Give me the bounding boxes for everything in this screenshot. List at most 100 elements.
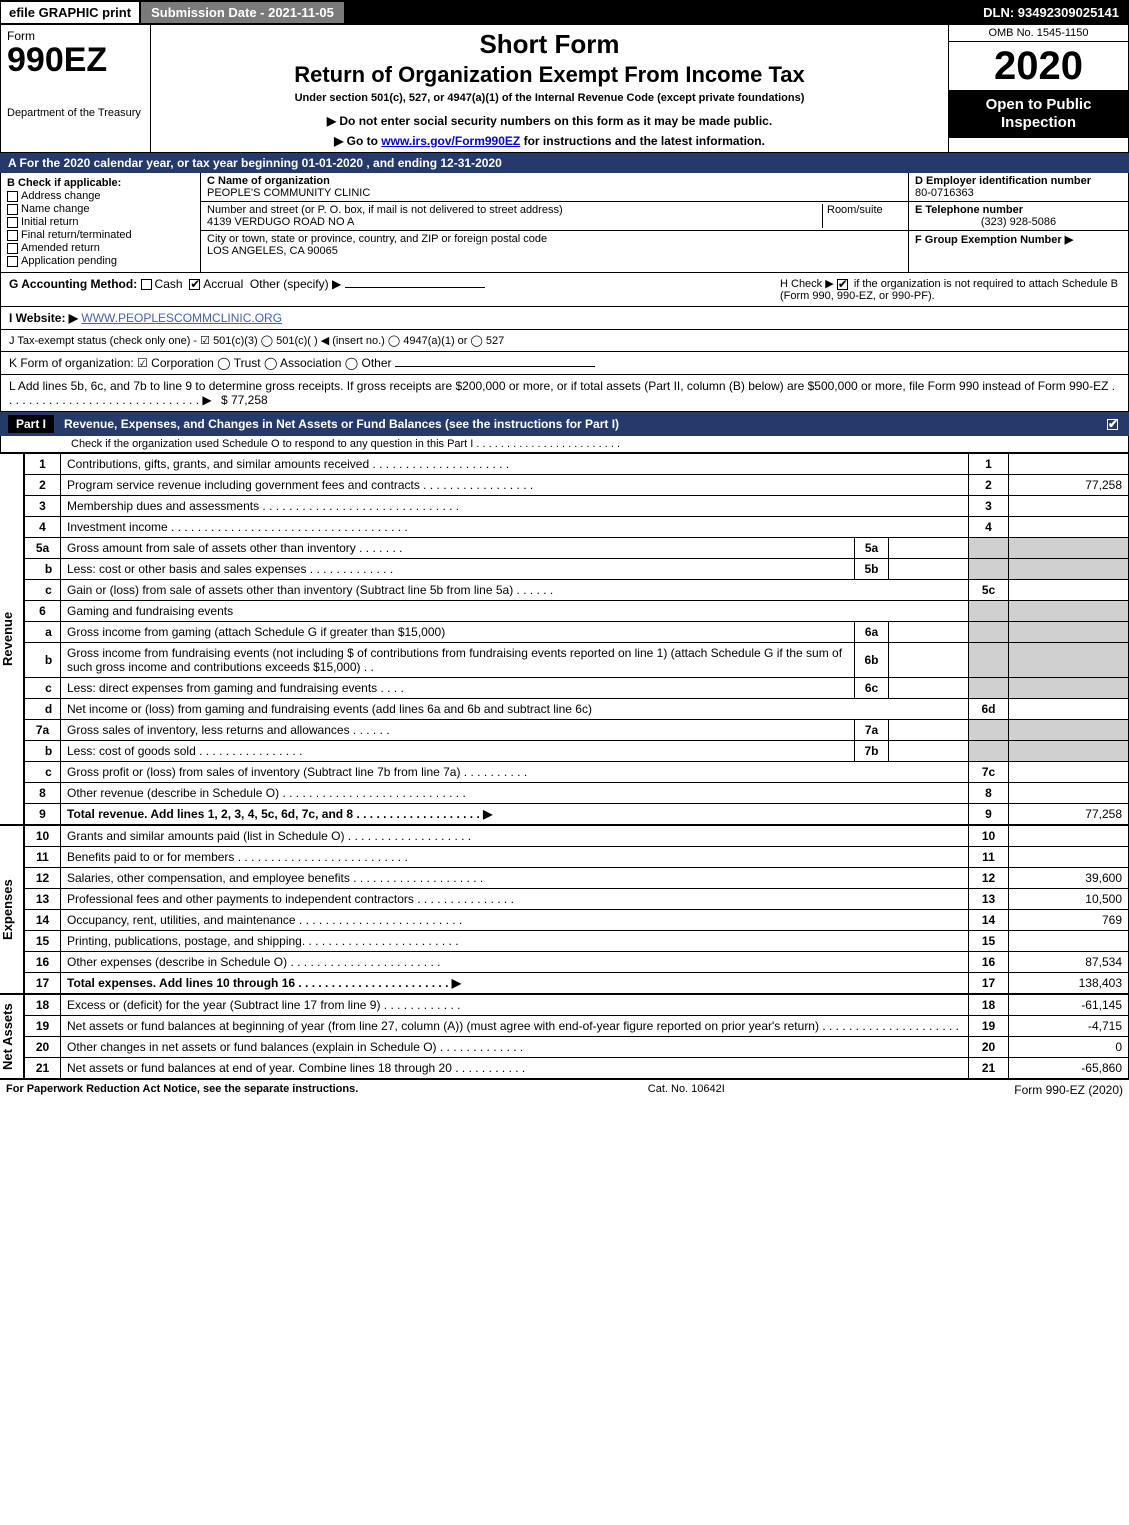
chk-amended-return[interactable]: Amended return <box>7 242 194 254</box>
line-1: 1Contributions, gifts, grants, and simil… <box>25 454 1129 475</box>
line-6: 6 Gaming and fundraising events <box>25 601 1129 622</box>
line-9: 9 Total revenue. Add lines 1, 2, 3, 4, 5… <box>25 804 1129 825</box>
line-6a: a Gross income from gaming (attach Sched… <box>25 622 1129 643</box>
website-link[interactable]: WWW.PEOPLESCOMMCLINIC.ORG <box>81 311 282 325</box>
efile-print-label[interactable]: efile GRAPHIC print <box>0 1 140 24</box>
page-footer: For Paperwork Reduction Act Notice, see … <box>0 1079 1129 1100</box>
line-4: 4Investment income . . . . . . . . . . .… <box>25 517 1129 538</box>
line-12: 12Salaries, other compensation, and empl… <box>25 868 1129 889</box>
goto-link-line: ▶ Go to www.irs.gov/Form990EZ for instru… <box>161 134 938 148</box>
revenue-side-label: Revenue <box>0 453 24 825</box>
form-header: Form 990EZ Department of the Treasury Sh… <box>0 24 1129 153</box>
line-13: 13Professional fees and other payments t… <box>25 889 1129 910</box>
footer-left: For Paperwork Reduction Act Notice, see … <box>6 1083 358 1097</box>
org-name: PEOPLE'S COMMUNITY CLINIC <box>207 187 902 199</box>
chk-accrual[interactable] <box>189 279 200 290</box>
dln: DLN: 93492309025141 <box>973 2 1129 23</box>
f-group: F Group Exemption Number ▶ <box>909 231 1128 248</box>
info-block: B Check if applicable: Address change Na… <box>0 173 1129 273</box>
line-20: 20Other changes in net assets or fund ba… <box>25 1037 1129 1058</box>
k-other-input[interactable] <box>395 366 595 367</box>
line-3: 3Membership dues and assessments . . . .… <box>25 496 1129 517</box>
expenses-section: Expenses 10Grants and similar amounts pa… <box>0 825 1129 994</box>
street-label: Number and street (or P. O. box, if mail… <box>207 204 822 216</box>
open-to-public: Open to Public Inspection <box>949 90 1128 138</box>
chk-application-pending[interactable]: Application pending <box>7 255 194 267</box>
line-7b: b Less: cost of goods sold . . . . . . .… <box>25 741 1129 762</box>
line-5c: c Gain or (loss) from sale of assets oth… <box>25 580 1129 601</box>
row-k-org: K Form of organization: ☑ Corporation ◯ … <box>0 352 1129 375</box>
header-right: OMB No. 1545-1150 2020 Open to Public In… <box>948 25 1128 152</box>
box-b: B Check if applicable: Address change Na… <box>1 173 201 272</box>
period-line-a: A For the 2020 calendar year, or tax yea… <box>0 153 1129 173</box>
line-18: 18Excess or (deficit) for the year (Subt… <box>25 995 1129 1016</box>
box-def: D Employer identification number 80-0716… <box>908 173 1128 272</box>
header-center: Short Form Return of Organization Exempt… <box>151 25 948 152</box>
line-15: 15Printing, publications, postage, and s… <box>25 931 1129 952</box>
row-j-status: J Tax-exempt status (check only one) - ☑… <box>0 330 1129 352</box>
part-i-bar: Part I Revenue, Expenses, and Changes in… <box>0 412 1129 436</box>
chk-address-change[interactable]: Address change <box>7 190 194 202</box>
tax-year: 2020 <box>949 42 1128 90</box>
city-label: City or town, state or province, country… <box>207 233 902 245</box>
part-i-scho-check[interactable] <box>1107 417 1121 431</box>
chk-name-change[interactable]: Name change <box>7 203 194 215</box>
other-specify-input[interactable] <box>345 287 485 288</box>
c-street-row: Number and street (or P. O. box, if mail… <box>201 202 908 231</box>
do-not-enter: ▶ Do not enter social security numbers o… <box>161 114 938 128</box>
row-l-receipts: L Add lines 5b, 6c, and 7b to line 9 to … <box>0 375 1129 412</box>
form-number: 990EZ <box>7 43 144 77</box>
street: 4139 VERDUGO ROAD NO A <box>207 216 822 228</box>
line-19: 19Net assets or fund balances at beginni… <box>25 1016 1129 1037</box>
chk-cash[interactable] <box>141 279 152 290</box>
line-6d: d Net income or (loss) from gaming and f… <box>25 699 1129 720</box>
line-16: 16Other expenses (describe in Schedule O… <box>25 952 1129 973</box>
line-17: 17Total expenses. Add lines 10 through 1… <box>25 973 1129 994</box>
goto-post: for instructions and the latest informat… <box>520 134 765 148</box>
under-section: Under section 501(c), 527, or 4947(a)(1)… <box>161 92 938 104</box>
box-c: C Name of organization PEOPLE'S COMMUNIT… <box>201 173 908 272</box>
c-name-row: C Name of organization PEOPLE'S COMMUNIT… <box>201 173 908 202</box>
c-label: C Name of organization <box>207 175 902 187</box>
box-b-title: B Check if applicable: <box>7 177 194 189</box>
part-i-tag: Part I <box>8 415 54 433</box>
c-city-row: City or town, state or province, country… <box>201 231 908 259</box>
line-14: 14Occupancy, rent, utilities, and mainte… <box>25 910 1129 931</box>
line-11: 11Benefits paid to or for members . . . … <box>25 847 1129 868</box>
e-phone: E Telephone number (323) 928-5086 <box>909 202 1128 231</box>
footer-form: Form 990-EZ (2020) <box>1014 1083 1123 1097</box>
row-i-website: I Website: ▶ WWW.PEOPLESCOMMCLINIC.ORG <box>0 307 1129 330</box>
line-10: 10Grants and similar amounts paid (list … <box>25 826 1129 847</box>
line-5a: 5a Gross amount from sale of assets othe… <box>25 538 1129 559</box>
line-6c: c Less: direct expenses from gaming and … <box>25 678 1129 699</box>
header-left: Form 990EZ Department of the Treasury <box>1 25 151 152</box>
line-2: 2Program service revenue including gover… <box>25 475 1129 496</box>
chk-final-return[interactable]: Final return/terminated <box>7 229 194 241</box>
line-7a: 7a Gross sales of inventory, less return… <box>25 720 1129 741</box>
line-6b: b Gross income from fundraising events (… <box>25 643 1129 678</box>
chk-schedule-b[interactable] <box>837 279 848 290</box>
part-i-sub: Check if the organization used Schedule … <box>0 436 1129 453</box>
net-table: 18Excess or (deficit) for the year (Subt… <box>24 994 1129 1079</box>
line-5b: b Less: cost or other basis and sales ex… <box>25 559 1129 580</box>
revenue-table: 1Contributions, gifts, grants, and simil… <box>24 453 1129 825</box>
line-7c: c Gross profit or (loss) from sales of i… <box>25 762 1129 783</box>
schedule-b-check: H Check ▶ if the organization is not req… <box>780 277 1120 302</box>
accounting-method: G Accounting Method: Cash Accrual Other … <box>9 277 780 302</box>
omb-number: OMB No. 1545-1150 <box>949 25 1128 42</box>
dept-treasury: Department of the Treasury <box>7 107 144 119</box>
revenue-section: Revenue 1Contributions, gifts, grants, a… <box>0 453 1129 825</box>
net-assets-section: Net Assets 18Excess or (deficit) for the… <box>0 994 1129 1079</box>
goto-link[interactable]: www.irs.gov/Form990EZ <box>381 134 520 148</box>
part-i-title: Revenue, Expenses, and Changes in Net As… <box>64 417 619 431</box>
expenses-side-label: Expenses <box>0 825 24 994</box>
row-g-h: G Accounting Method: Cash Accrual Other … <box>0 273 1129 307</box>
return-title: Return of Organization Exempt From Incom… <box>161 62 938 88</box>
expenses-table: 10Grants and similar amounts paid (list … <box>24 825 1129 994</box>
room-label: Room/suite <box>822 204 902 228</box>
net-side-label: Net Assets <box>0 994 24 1079</box>
city: LOS ANGELES, CA 90065 <box>207 245 902 257</box>
line-8: 8 Other revenue (describe in Schedule O)… <box>25 783 1129 804</box>
submission-date: Submission Date - 2021-11-05 <box>140 1 345 24</box>
chk-initial-return[interactable]: Initial return <box>7 216 194 228</box>
